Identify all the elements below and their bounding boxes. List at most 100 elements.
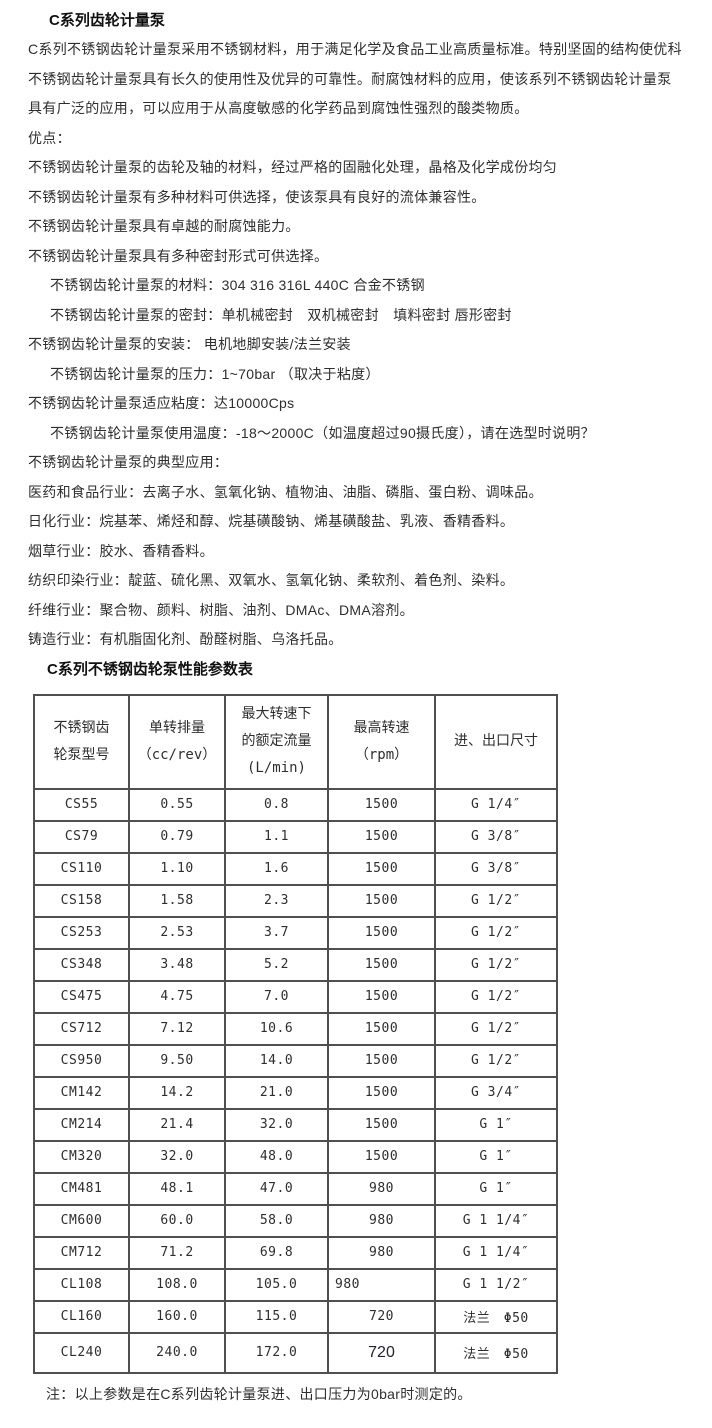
rpm-cell: 1500 [327, 915, 436, 950]
displacement-cell: 9.50 [128, 1043, 226, 1078]
table-row: CL240 240.0 172.0 720 法兰 Φ50 [33, 1331, 558, 1374]
flow-cell: 115.0 [224, 1299, 329, 1334]
paragraph: 日化行业：烷基苯、烯烃和醇、烷基磺酸钠、烯基磺酸盐、乳液、香精香料。 [28, 513, 515, 529]
model-cell: CL160 [33, 1299, 130, 1334]
displacement-cell: 60.0 [128, 1203, 226, 1238]
paragraph: 不锈钢齿轮计量泵使用温度：-18～2000C（如温度超过90摄氏度），请在选型时… [50, 424, 595, 441]
table-row: CS253 2.53 3.7 1500 G 1/2″ [33, 915, 558, 950]
paragraph: 不锈钢齿轮计量泵的安装： 电机地脚安装/法兰安装 [28, 336, 351, 352]
table-row: CS55 0.55 0.8 1500 G 1/4″ [33, 787, 558, 822]
paragraph: 不锈钢齿轮计量泵具有多种密封形式可供选择。 [28, 247, 329, 264]
model-cell: CM142 [33, 1075, 130, 1110]
model-cell: CM712 [33, 1235, 130, 1270]
flow-cell: 0.8 [224, 787, 329, 822]
rpm-cell: 1500 [327, 819, 436, 854]
displacement-cell: 21.4 [128, 1107, 226, 1142]
table-row: CS348 3.48 5.2 1500 G 1/2″ [33, 947, 558, 982]
paragraph: 铸造行业：有机脂固化剂、酚醛树脂、乌洛托品。 [28, 631, 343, 647]
column-header: 最高转速 （rpm） [327, 693, 436, 790]
paragraph: 不锈钢齿轮计量泵的密封：单机械密封 双机械密封 填料密封 唇形密封 [50, 306, 512, 323]
table-row: CS158 1.58 2.3 1500 G 1/2″ [33, 883, 558, 918]
paragraph: 医药和食品行业：去离子水、氢氧化钠、植物油、油脂、磷脂、蛋白粉、调味品。 [28, 483, 543, 500]
displacement-cell: 1.58 [128, 883, 226, 918]
port-cell: 法兰 Φ50 [434, 1331, 558, 1374]
column-header: 最大转速下 的额定流量 (L/min) [224, 693, 329, 790]
table-row: CM600 60.0 58.0 980 G 1 1/4″ [33, 1203, 558, 1238]
table-row: CS110 1.10 1.6 1500 G 3/8″ [33, 851, 558, 886]
model-cell: CM481 [33, 1171, 130, 1206]
paragraph: 纤维行业：聚合物、颜料、树脂、油剂、DMAc、DMA溶剂。 [28, 601, 414, 618]
model-cell: CL240 [33, 1331, 130, 1374]
model-cell: CS158 [33, 883, 130, 918]
model-cell: CS950 [33, 1043, 130, 1078]
paragraph: 不锈钢齿轮计量泵的压力：1~70bar （取决于粘度） [50, 365, 380, 382]
model-cell: CM320 [33, 1139, 130, 1174]
performance-table: 不锈钢齿 轮泵型号 单转排量 （cc/rev） 最大转速下 的额定流量 (L/min) 最高转… [33, 693, 558, 1374]
paragraph: 烟草行业：胶水、香精香料。 [28, 542, 214, 559]
model-cell: CM214 [33, 1107, 130, 1142]
rpm-cell: 1500 [327, 979, 436, 1014]
flow-cell: 1.6 [224, 851, 329, 886]
paragraph: 不锈钢齿轮计量泵有多种材料可供选择，使该泵具有良好的流体兼容性。 [28, 188, 486, 205]
flow-cell: 105.0 [224, 1267, 329, 1302]
port-cell: G 1 1/2″ [434, 1267, 558, 1302]
port-cell: 法兰 Φ50 [434, 1299, 558, 1334]
displacement-cell: 14.2 [128, 1075, 226, 1110]
model-cell: CS712 [33, 1011, 130, 1046]
displacement-cell: 3.48 [128, 947, 226, 982]
displacement-cell: 240.0 [128, 1331, 226, 1374]
column-header: 单转排量 （cc/rev） [128, 693, 226, 790]
displacement-cell: 32.0 [128, 1139, 226, 1174]
rpm-cell: 1500 [327, 883, 436, 918]
flow-cell: 48.0 [224, 1139, 329, 1174]
model-cell: CM600 [33, 1203, 130, 1238]
footnote: 注：以上参数是在C系列齿轮计量泵进、出口压力为0bar时测定的。 [46, 1385, 472, 1402]
flow-cell: 7.0 [224, 979, 329, 1014]
intro-paragraph: C系列不锈钢齿轮计量泵采用不锈钢材料，用于满足化学及食品工业高质量标准。特别坚固… [28, 41, 682, 116]
flow-cell: 14.0 [224, 1043, 329, 1078]
rpm-cell: 1500 [327, 1075, 436, 1110]
port-cell: G 1″ [434, 1107, 558, 1142]
displacement-cell: 160.0 [128, 1299, 226, 1334]
port-cell: G 3/8″ [434, 819, 558, 854]
rpm-cell: 1500 [327, 851, 436, 886]
table-row: CS712 7.12 10.6 1500 G 1/2″ [33, 1011, 558, 1046]
port-cell: G 3/4″ [434, 1075, 558, 1110]
port-cell: G 1/2″ [434, 883, 558, 918]
displacement-cell: 7.12 [128, 1011, 226, 1046]
paragraph: 不锈钢齿轮计量泵的典型应用： [28, 454, 229, 470]
rpm-cell: 1500 [327, 787, 436, 822]
rpm-cell: 1500 [327, 947, 436, 982]
paragraph-list: 优点： 不锈钢齿轮计量泵的齿轮及轴的材料，经过严格的固融化处理，晶格及化学成份均匀… [28, 124, 684, 655]
table-row: CM214 21.4 32.0 1500 G 1″ [33, 1107, 558, 1142]
displacement-cell: 1.10 [128, 851, 226, 886]
model-cell: CS79 [33, 819, 130, 854]
paragraph: 不锈钢齿轮计量泵适应粘度：达10000Cps [28, 395, 295, 411]
flow-cell: 47.0 [224, 1171, 329, 1206]
model-cell: CL108 [33, 1267, 130, 1302]
table-title: C系列不锈钢齿轮泵性能参数表 [47, 660, 253, 678]
column-header: 进、出口尺寸 [434, 693, 558, 790]
flow-cell: 2.3 [224, 883, 329, 918]
port-cell: G 1/2″ [434, 947, 558, 982]
port-cell: G 1/4″ [434, 787, 558, 822]
port-cell: G 3/8″ [434, 851, 558, 886]
displacement-cell: 4.75 [128, 979, 226, 1014]
paragraph: 不锈钢齿轮计量泵的材料：304 316 316L 440C 合金不锈钢 [50, 277, 425, 293]
table-row: CM142 14.2 21.0 1500 G 3/4″ [33, 1075, 558, 1110]
flow-cell: 10.6 [224, 1011, 329, 1046]
model-cell: CS55 [33, 787, 130, 822]
page-title: C系列齿轮计量泵 [49, 12, 165, 29]
paragraph: 优点： [28, 129, 71, 146]
port-cell: G 1/2″ [434, 979, 558, 1014]
table-row: CM712 71.2 69.8 980 G 1 1/4″ [33, 1235, 558, 1270]
column-header: 不锈钢齿 轮泵型号 [33, 693, 130, 790]
displacement-cell: 0.55 [128, 787, 226, 822]
table-row: CS475 4.75 7.0 1500 G 1/2″ [33, 979, 558, 1014]
table-header-row: 不锈钢齿 轮泵型号 单转排量 （cc/rev） 最大转速下 的额定流量 (L/min) 最高转… [33, 693, 558, 790]
port-cell: G 1 1/4″ [434, 1235, 558, 1270]
table-row: CS79 0.79 1.1 1500 G 3/8″ [33, 819, 558, 854]
flow-cell: 172.0 [224, 1331, 329, 1374]
table-row: CS950 9.50 14.0 1500 G 1/2″ [33, 1043, 558, 1078]
